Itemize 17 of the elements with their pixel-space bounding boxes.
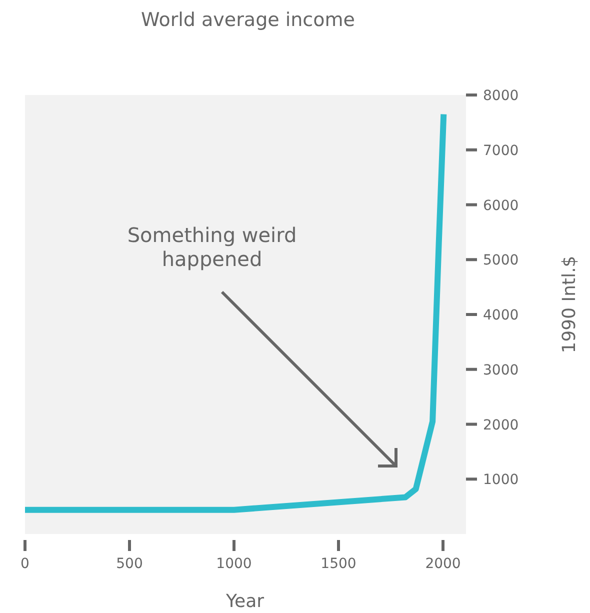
annotation: Something weird happened xyxy=(127,223,297,271)
x-tick-label: 0 xyxy=(20,556,30,572)
y-tick-label: 2000 xyxy=(483,417,519,434)
x-tick-label: 1000 xyxy=(216,556,252,572)
y-tick-label: 7000 xyxy=(483,142,519,159)
y-tick-label: 3000 xyxy=(483,362,519,378)
x-tick-label: 1500 xyxy=(320,556,356,572)
y-tick-label: 1000 xyxy=(483,472,519,488)
x-tick-label: 500 xyxy=(116,556,143,572)
y-tick-label: 5000 xyxy=(483,252,519,269)
y-axis-title: 1990 Intl.$ xyxy=(559,256,580,354)
y-tick-label: 8000 xyxy=(483,88,519,104)
x-tick-label: 2000 xyxy=(425,556,461,572)
chart-title: World average income xyxy=(141,9,355,31)
y-tick-label: 6000 xyxy=(483,198,519,214)
x-axis-title: Year xyxy=(224,591,265,612)
y-tick-label: 4000 xyxy=(483,308,519,324)
